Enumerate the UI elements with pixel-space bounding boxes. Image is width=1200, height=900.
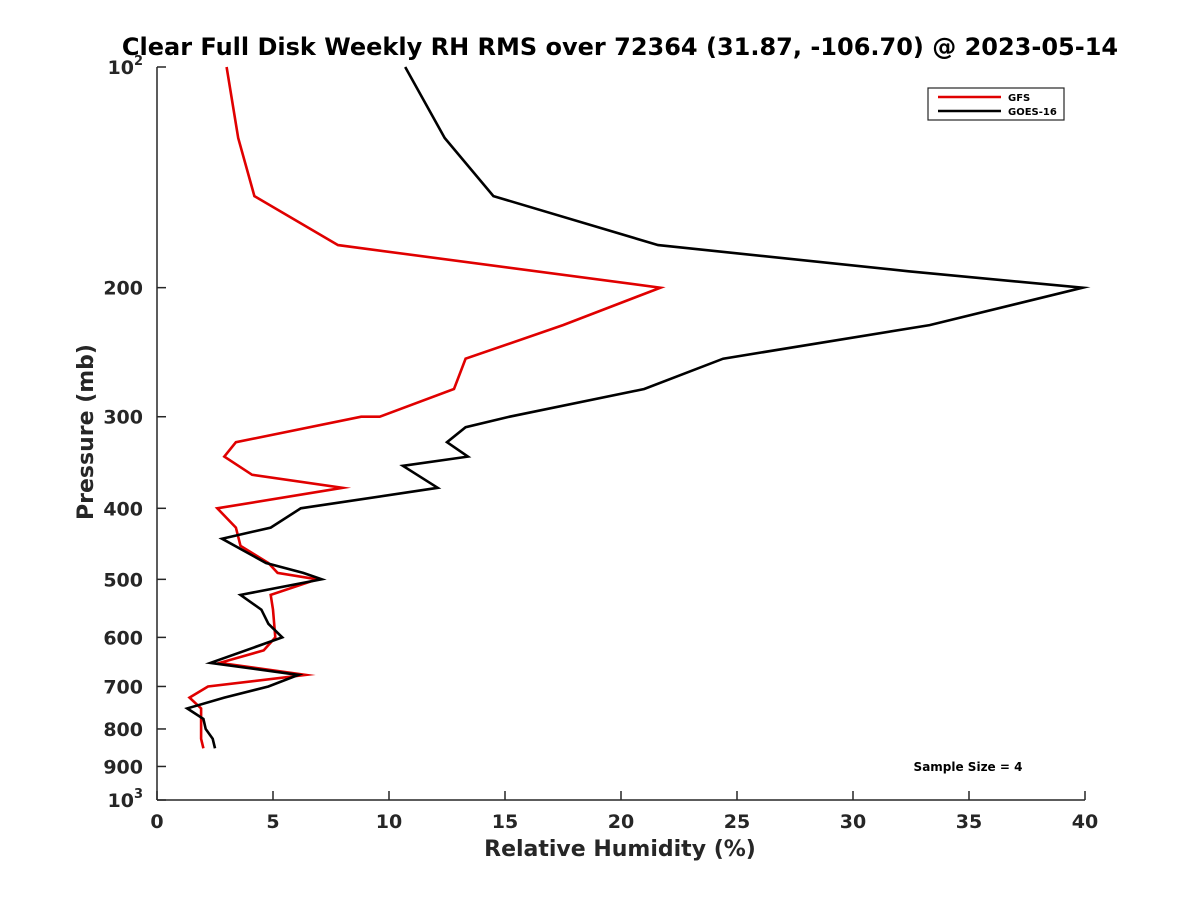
y-tick-label: 600 [103, 627, 143, 649]
y-tick-label: 200 [103, 278, 143, 300]
y-tick-base: 900 [103, 756, 143, 778]
y-tick-base: 700 [103, 676, 143, 698]
y-tick-label: 700 [103, 676, 143, 698]
y-tick-label: 400 [103, 498, 143, 520]
x-tick-label: 0 [150, 811, 163, 833]
x-tick-label: 35 [956, 811, 982, 833]
y-tick-label: 500 [103, 569, 143, 591]
y-tick-label: 103 [108, 787, 144, 812]
series-line-gfs [187, 66, 666, 749]
y-tick-label: 900 [103, 756, 143, 778]
y-tick-base: 10 [108, 57, 134, 79]
legend-entry-label: GOES-16 [1008, 107, 1057, 118]
x-tick-label: 5 [266, 811, 279, 833]
y-tick-label: 800 [103, 719, 143, 741]
x-tick-label: 40 [1072, 811, 1098, 833]
y-axis-label: Pressure (mb) [74, 344, 99, 520]
y-tick-base: 600 [103, 627, 143, 649]
y-tick-label: 102 [108, 54, 144, 79]
x-tick-label: 25 [724, 811, 750, 833]
y-tick-label: 300 [103, 407, 143, 429]
y-tick-base: 10 [108, 790, 134, 812]
sample-size-annotation: Sample Size = 4 [914, 760, 1023, 774]
y-tick-base: 200 [103, 278, 143, 300]
legend-box [927, 87, 1065, 121]
x-tick-label: 10 [376, 811, 402, 833]
legend-entry-label: GFS [1008, 93, 1030, 104]
x-axis-label: Relative Humidity (%) [484, 837, 756, 862]
x-tick-label: 30 [840, 811, 866, 833]
y-tick-exponent: 2 [134, 54, 143, 69]
x-tick-label: 20 [608, 811, 634, 833]
chart-title: Clear Full Disk Weekly RH RMS over 72364… [122, 33, 1118, 61]
x-tick-label: 15 [492, 811, 518, 833]
y-tick-base: 800 [103, 719, 143, 741]
series-line-goes-16 [184, 66, 1091, 749]
y-tick-base: 400 [103, 498, 143, 520]
y-tick-exponent: 3 [134, 787, 143, 802]
y-tick-base: 300 [103, 407, 143, 429]
y-tick-base: 500 [103, 569, 143, 591]
plot-area: 0 5 10 15 20 25 30 35 40102200300400500600700800… [103, 54, 1098, 833]
